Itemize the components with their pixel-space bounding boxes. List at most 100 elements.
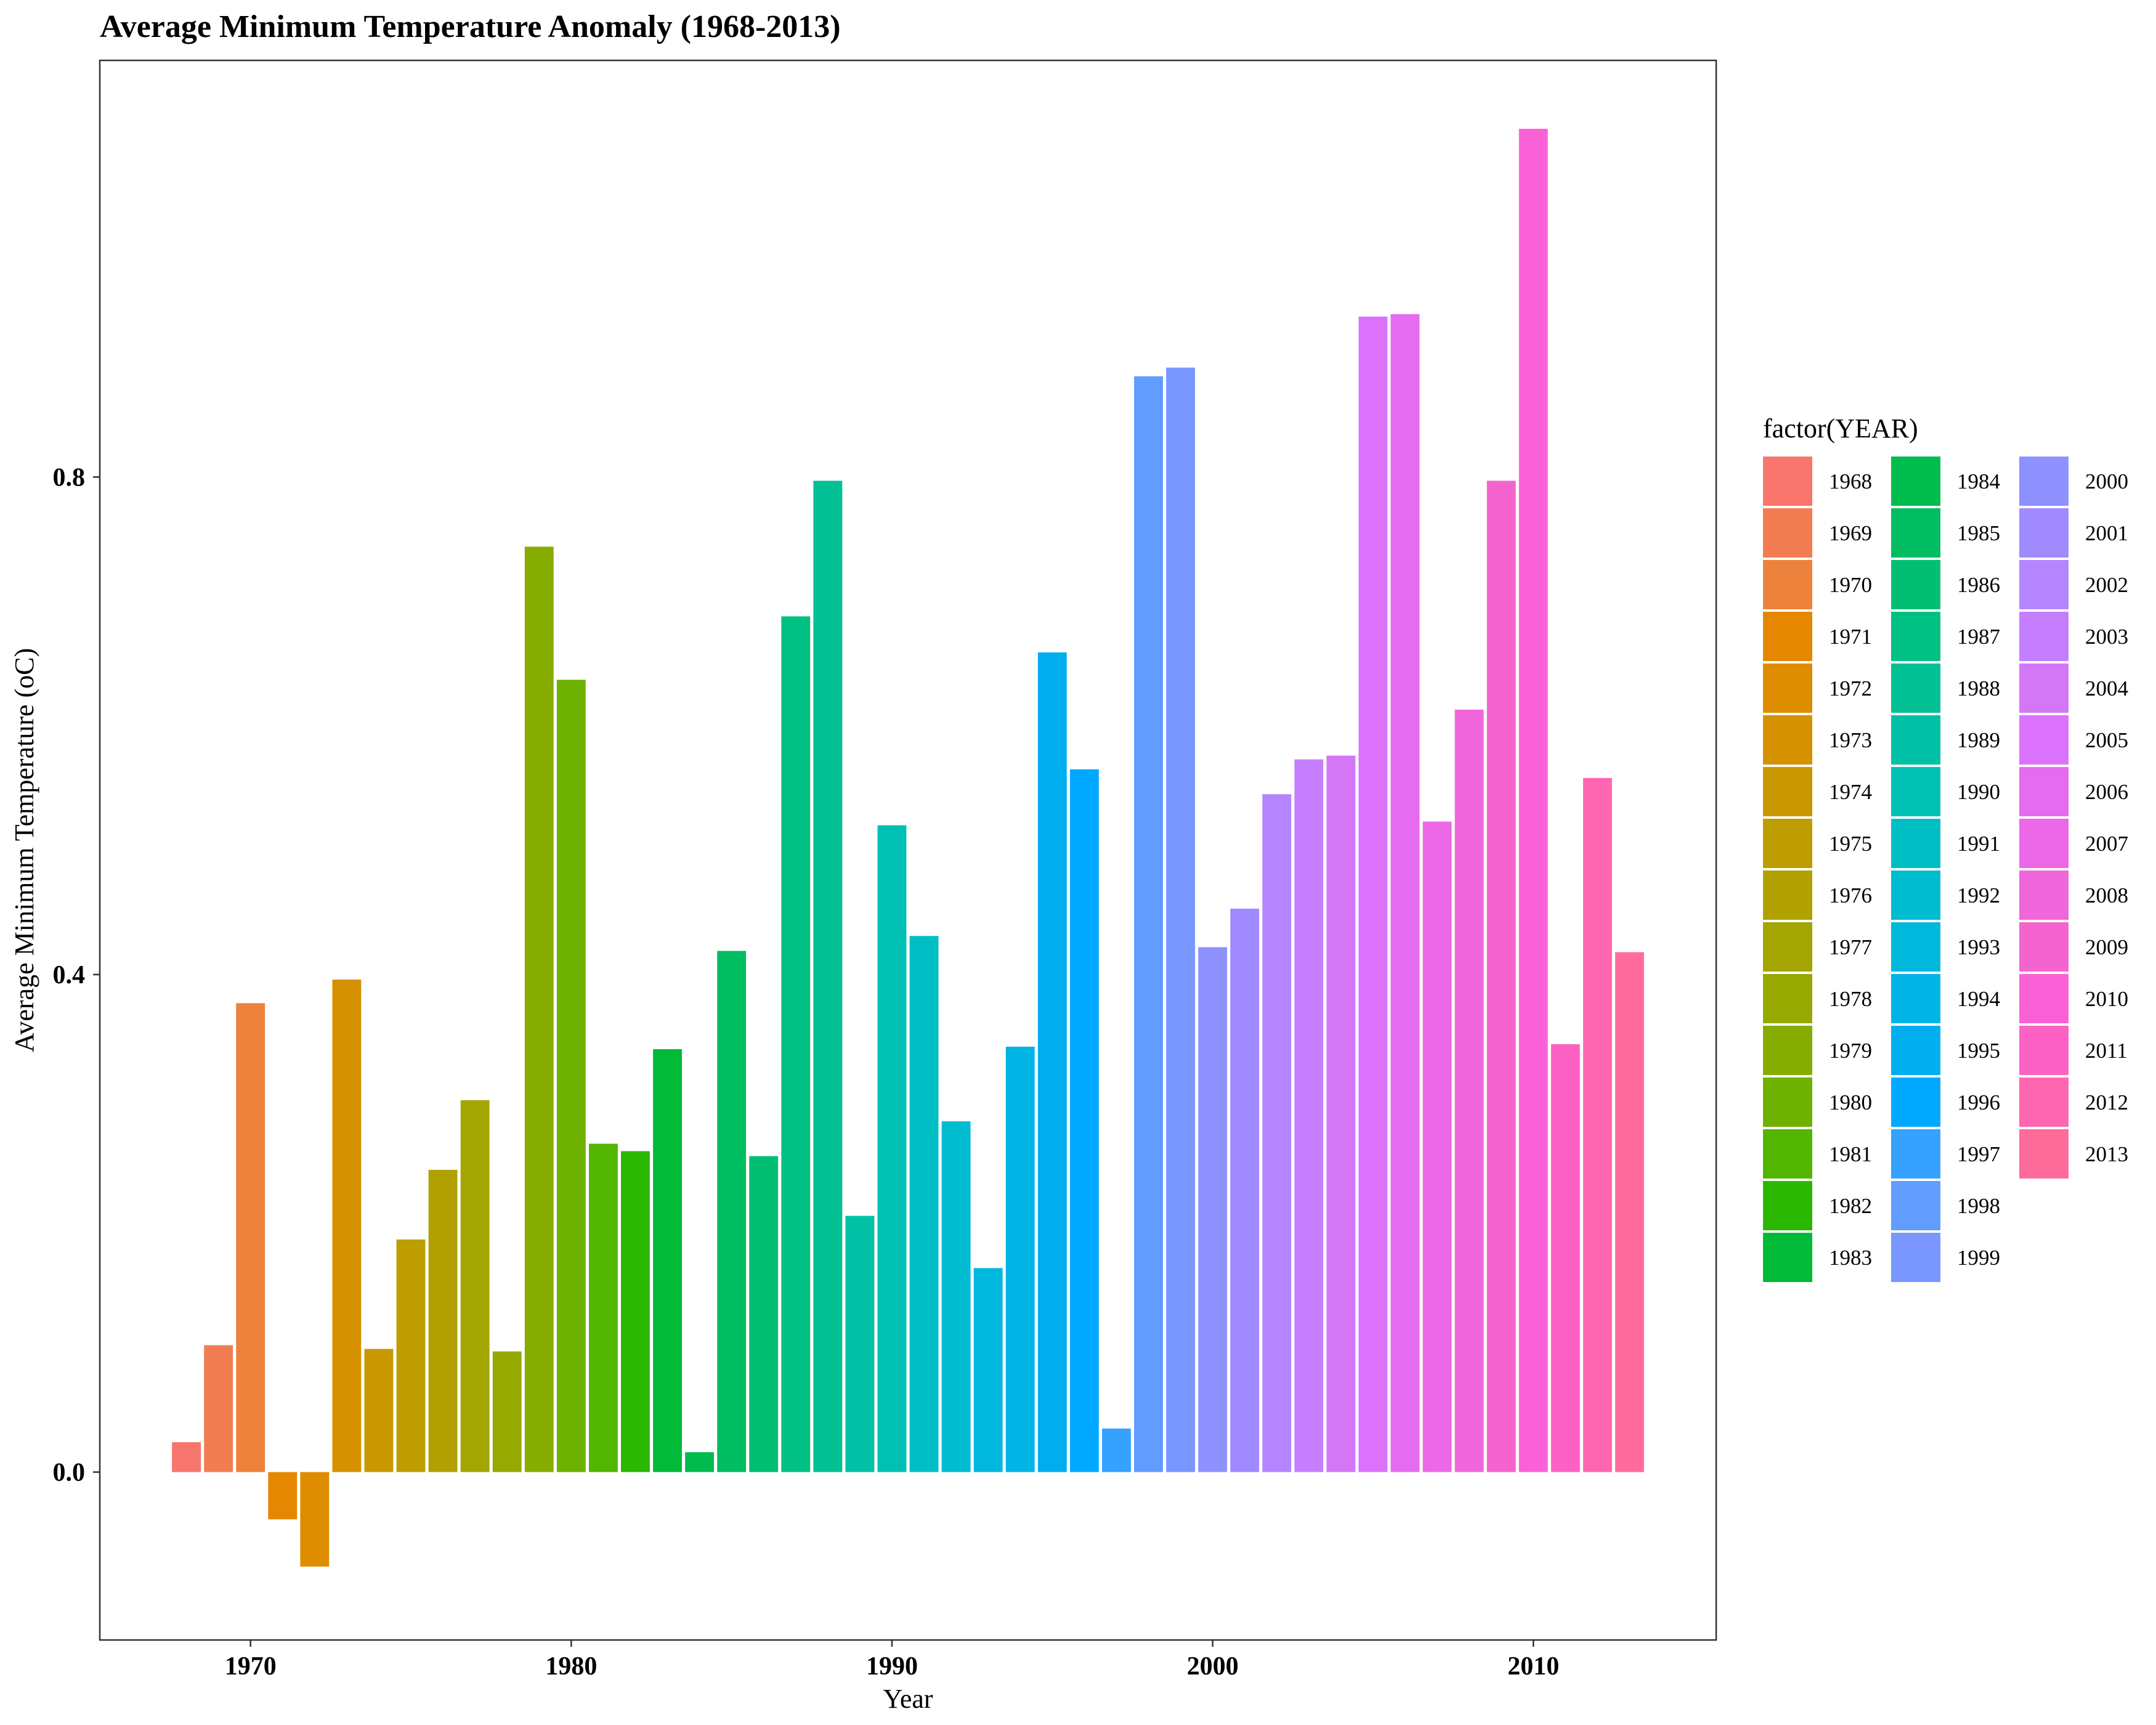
- legend-label-1977: 1977: [1829, 935, 1872, 959]
- legend-key-2005: [2019, 715, 2069, 765]
- legend-label-2002: 2002: [2085, 573, 2128, 597]
- bar-1971: [268, 1472, 298, 1520]
- legend-key-1991: [1891, 819, 1940, 868]
- legend-label-1998: 1998: [1957, 1194, 2000, 1218]
- legend-key-1987: [1891, 612, 1940, 661]
- legend-title: factor(YEAR): [1763, 413, 1918, 444]
- legend-key-2010: [2019, 974, 2069, 1023]
- bar-2003: [1294, 759, 1324, 1472]
- bar-2012: [1583, 777, 1612, 1472]
- legend-key-1978: [1763, 974, 1812, 1023]
- plot-panel-border: [99, 59, 1717, 1641]
- bar-1974: [364, 1349, 394, 1472]
- bar-1984: [685, 1452, 715, 1472]
- legend-label-1994: 1994: [1957, 987, 2000, 1011]
- legend-key-1998: [1891, 1181, 1940, 1230]
- legend-label-2012: 2012: [2085, 1090, 2128, 1114]
- legend-label-2004: 2004: [2085, 676, 2128, 700]
- legend-label-1991: 1991: [1957, 832, 2000, 856]
- legend: factor(YEAR) 1968 1969 1970 1971 1972 1973 197…: [1763, 413, 2128, 1282]
- bar-1993: [973, 1268, 1003, 1472]
- bar-1973: [332, 979, 362, 1472]
- bar-2006: [1390, 314, 1420, 1472]
- legend-key-1969: [1763, 508, 1812, 558]
- legend-key-1999: [1891, 1233, 1940, 1282]
- legend-key-1973: [1763, 715, 1812, 765]
- legend-key-1975: [1763, 819, 1812, 868]
- bar-1992: [941, 1121, 971, 1472]
- bar-2004: [1326, 755, 1356, 1472]
- bar-1972: [300, 1472, 330, 1567]
- bar-2005: [1358, 316, 1388, 1472]
- bar-1990: [877, 825, 907, 1472]
- legend-label-2013: 2013: [2085, 1142, 2128, 1166]
- legend-label-2011: 2011: [2085, 1039, 2128, 1063]
- legend-label-1989: 1989: [1957, 728, 2000, 752]
- legend-label-2001: 2001: [2085, 521, 2128, 545]
- legend-key-1977: [1763, 922, 1812, 972]
- legend-label-1992: 1992: [1957, 883, 2000, 907]
- legend-label-1988: 1988: [1957, 676, 2000, 700]
- bar-1969: [204, 1345, 233, 1472]
- bar-1985: [717, 951, 747, 1472]
- x-tick-label: 1990: [866, 1652, 918, 1681]
- legend-label-1980: 1980: [1829, 1090, 1872, 1114]
- bar-2007: [1422, 821, 1452, 1472]
- legend-label-1983: 1983: [1829, 1246, 1872, 1270]
- bar-1980: [556, 680, 586, 1472]
- legend-label-1970: 1970: [1829, 573, 1872, 597]
- legend-key-2012: [2019, 1078, 2069, 1127]
- bar-1994: [1005, 1046, 1035, 1472]
- x-tick-label: 1970: [225, 1652, 277, 1681]
- legend-label-1987: 1987: [1957, 625, 2000, 649]
- legend-key-1981: [1763, 1129, 1812, 1179]
- legend-label-2005: 2005: [2085, 728, 2128, 752]
- bar-1989: [845, 1216, 875, 1472]
- legend-key-1972: [1763, 664, 1812, 713]
- legend-key-1974: [1763, 767, 1812, 816]
- legend-key-2008: [2019, 871, 2069, 920]
- bar-1975: [396, 1239, 426, 1472]
- bar-2008: [1454, 709, 1484, 1472]
- legend-label-2003: 2003: [2085, 625, 2128, 649]
- legend-key-2007: [2019, 819, 2069, 868]
- bar-1986: [749, 1156, 779, 1472]
- bar-1983: [653, 1049, 682, 1472]
- legend-label-1997: 1997: [1957, 1142, 2000, 1166]
- bar-1996: [1069, 769, 1099, 1472]
- y-axis-title: Average Minimum Temperature (oC): [9, 648, 39, 1052]
- legend-key-2013: [2019, 1129, 2069, 1179]
- legend-key-1971: [1763, 612, 1812, 661]
- legend-key-2002: [2019, 560, 2069, 609]
- legend-label-1968: 1968: [1829, 469, 1872, 493]
- legend-key-1992: [1891, 871, 1940, 920]
- legend-label-1996: 1996: [1957, 1090, 2000, 1114]
- legend-key-2000: [2019, 457, 2069, 506]
- bar-2001: [1230, 908, 1260, 1472]
- legend-key-1968: [1763, 457, 1812, 506]
- bar-1988: [813, 481, 843, 1472]
- legend-label-1984: 1984: [1957, 469, 2000, 493]
- legend-key-1988: [1891, 664, 1940, 713]
- bar-2000: [1198, 947, 1228, 1472]
- legend-label-2009: 2009: [2085, 935, 2128, 959]
- legend-key-1995: [1891, 1026, 1940, 1075]
- legend-label-1990: 1990: [1957, 780, 2000, 804]
- legend-key-1993: [1891, 922, 1940, 972]
- bar-2002: [1262, 794, 1292, 1472]
- bar-1982: [621, 1151, 650, 1472]
- bar-2011: [1550, 1044, 1580, 1472]
- legend-key-1989: [1891, 715, 1940, 765]
- legend-label-1999: 1999: [1957, 1246, 2000, 1270]
- legend-key-2003: [2019, 612, 2069, 661]
- y-tick-label: 0.0: [53, 1458, 86, 1487]
- legend-key-2006: [2019, 767, 2069, 816]
- legend-key-1980: [1763, 1078, 1812, 1127]
- legend-key-1997: [1891, 1129, 1940, 1179]
- bars-group: [172, 129, 1644, 1567]
- legend-key-1985: [1891, 508, 1940, 558]
- legend-label-1971: 1971: [1829, 625, 1872, 649]
- legend-key-1994: [1891, 974, 1940, 1023]
- legend-label-1982: 1982: [1829, 1194, 1872, 1218]
